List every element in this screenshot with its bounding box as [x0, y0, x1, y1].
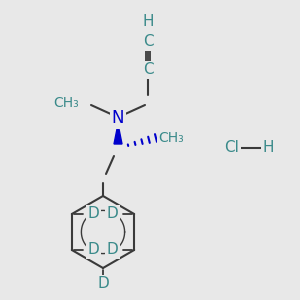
- Text: CH₃: CH₃: [53, 96, 79, 110]
- Text: C: C: [143, 34, 153, 50]
- Text: Cl: Cl: [225, 140, 239, 155]
- Text: N: N: [112, 109, 124, 127]
- Text: D: D: [88, 242, 100, 257]
- Polygon shape: [114, 124, 122, 144]
- Text: D: D: [106, 206, 118, 221]
- Text: D: D: [97, 277, 109, 292]
- Text: D: D: [88, 206, 100, 221]
- Text: H: H: [262, 140, 274, 155]
- Text: D: D: [106, 242, 118, 257]
- Text: CH₃: CH₃: [158, 131, 184, 145]
- Text: H: H: [142, 14, 154, 29]
- Text: C: C: [143, 62, 153, 77]
